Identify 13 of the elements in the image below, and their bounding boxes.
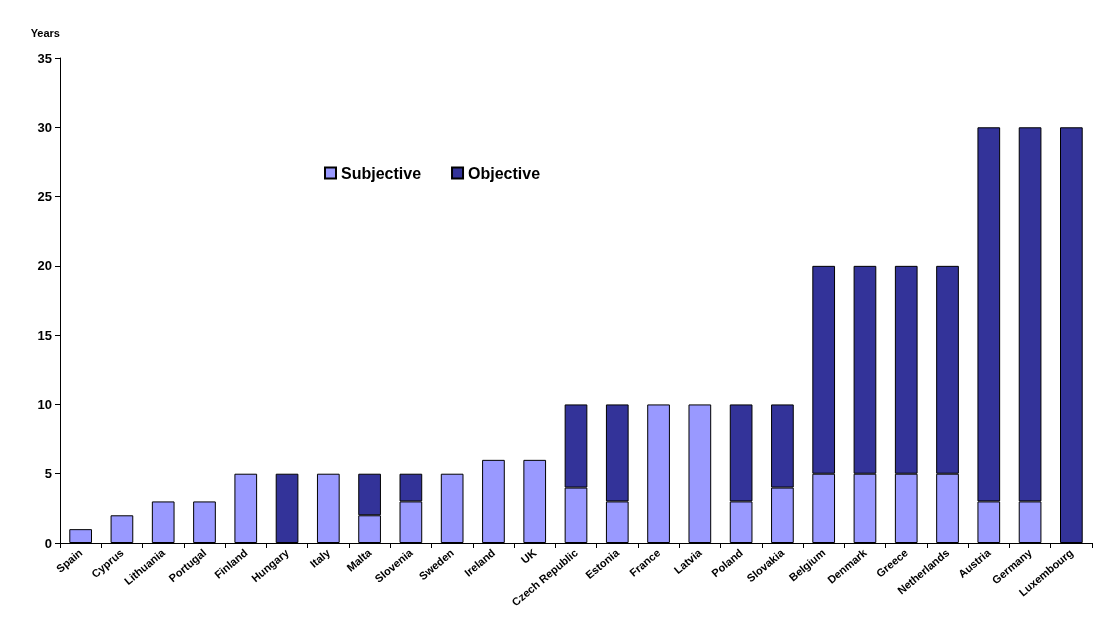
y-tick-label: 0 [44,535,52,551]
y-tick-label: 10 [37,396,52,412]
x-tick-label: Italy [307,545,333,570]
legend-label: Subjective [341,164,422,182]
y-tick-label: 35 [37,50,52,66]
y-tick-label: 30 [37,119,52,135]
y-axis-title: Years [30,26,60,39]
y-tick-label: 15 [37,327,52,343]
x-tick-label: UK [518,546,539,566]
y-tick-label: 20 [37,258,52,274]
legend-label: Objective [468,164,541,182]
y-tick-label: 25 [37,189,52,205]
y-tick-label: 5 [44,466,52,482]
